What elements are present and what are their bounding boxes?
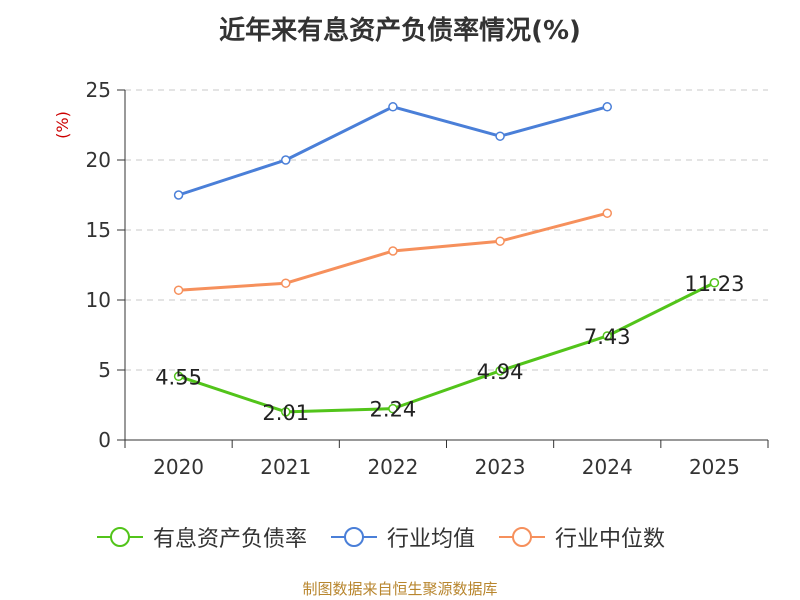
- data-point: [173, 371, 184, 382]
- data-point: [281, 278, 291, 288]
- legend-line-icon: [331, 527, 378, 547]
- series-line-industry-avg: [178, 105, 608, 197]
- data-label: 4.94: [477, 360, 524, 384]
- x-tick-label: 2024: [582, 455, 633, 479]
- data-point: [388, 246, 398, 256]
- data-label: 4.55: [155, 365, 202, 389]
- y-tick-label: 0: [98, 428, 111, 452]
- chart-title: 近年来有息资产负债率情况(%): [219, 16, 581, 46]
- legend-label: 行业均值: [387, 527, 476, 552]
- y-tick-label: 15: [86, 218, 111, 242]
- y-tick-label: 10: [86, 288, 111, 312]
- data-point: [173, 190, 184, 200]
- legend-item-debt-ratio[interactable]: 有息资产负债率: [95, 521, 307, 553]
- data-point: [602, 331, 612, 341]
- x-tick-label: 2020: [153, 455, 204, 479]
- x-tick-label: 2025: [689, 455, 740, 479]
- legend-label: 行业中位数: [555, 527, 666, 552]
- data-point: [388, 102, 398, 112]
- data-point: [495, 366, 505, 376]
- data-point: [602, 208, 612, 218]
- series: [173, 102, 720, 417]
- data-point: [709, 278, 720, 288]
- series-line-debt-ratio: [178, 281, 716, 414]
- y-axis-label: (%): [53, 111, 72, 139]
- data-label: 7.43: [584, 325, 631, 349]
- legend-line-icon: [97, 527, 143, 547]
- data-point: [281, 407, 291, 417]
- data-point: [602, 102, 612, 112]
- y-tick-label: 5: [98, 358, 111, 382]
- y-tick-label: 20: [86, 148, 111, 172]
- legend: 有息资产负债率 行业均值 行业中位数: [95, 522, 687, 552]
- gridlines: [125, 89, 768, 371]
- x-tick-label: 2022: [367, 455, 418, 479]
- data-labels: 4.55 2.01 2.24 4.94 7.43 11.23: [155, 272, 744, 425]
- data-point: [495, 236, 505, 246]
- data-point: [388, 403, 398, 414]
- data-label: 2.01: [262, 401, 309, 425]
- legend-line-icon: [499, 527, 546, 547]
- data-point: [495, 131, 505, 141]
- data-point: [173, 285, 184, 295]
- legend-label: 有息资产负债率: [153, 527, 308, 552]
- legend-item-industry-median[interactable]: 行业中位数: [497, 521, 665, 553]
- data-label: 11.23: [684, 272, 744, 296]
- data-point: [281, 155, 291, 165]
- legend-item-industry-avg[interactable]: 行业均值: [329, 521, 475, 553]
- y-tick-label: 25: [86, 78, 111, 102]
- x-tick-label: 2021: [260, 455, 311, 479]
- data-label: 2.24: [370, 398, 417, 422]
- x-tick-label: 2023: [475, 455, 526, 479]
- source-footer: 制图数据来自恒生聚源数据库: [302, 580, 498, 598]
